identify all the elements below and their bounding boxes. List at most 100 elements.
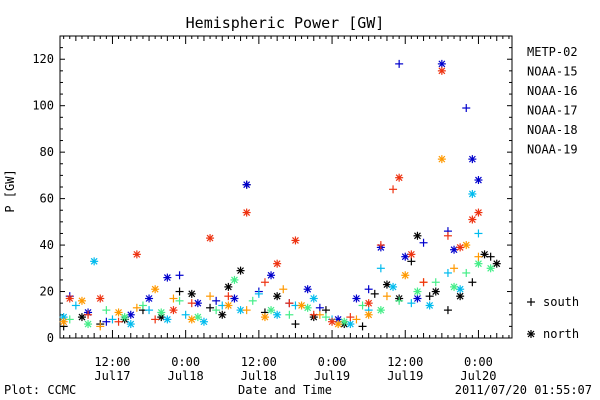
data-point-noaa-18 xyxy=(474,252,483,261)
data-point-noaa-15 xyxy=(145,294,154,303)
data-point-noaa-15 xyxy=(437,59,446,68)
data-point-noaa-17 xyxy=(138,301,147,310)
data-point-noaa-18 xyxy=(401,271,410,280)
data-point-noaa-17 xyxy=(450,282,459,291)
data-point-noaa-17 xyxy=(395,296,404,305)
data-point-noaa-19 xyxy=(443,231,452,240)
data-point-noaa-19 xyxy=(114,317,123,326)
data-point-noaa-15 xyxy=(352,294,361,303)
data-point-noaa-15 xyxy=(401,252,410,261)
data-point-noaa-16 xyxy=(346,320,355,329)
data-point-noaa-15 xyxy=(419,238,428,247)
x-tick-time-label: 12:00 xyxy=(241,355,277,369)
data-point-noaa-19 xyxy=(285,299,294,308)
data-point-noaa-16 xyxy=(181,310,190,319)
data-point-noaa-16 xyxy=(407,299,416,308)
data-point-noaa-16 xyxy=(199,317,208,326)
data-point-noaa-19 xyxy=(224,292,233,301)
data-point-noaa-19 xyxy=(273,259,282,268)
data-point-noaa-17 xyxy=(431,278,440,287)
data-point-noaa-18 xyxy=(450,264,459,273)
data-point-noaa-18 xyxy=(59,317,68,326)
x-tick-date-label: Jul19 xyxy=(387,369,423,383)
data-point-noaa-16 xyxy=(145,306,154,315)
data-point-noaa-18 xyxy=(114,308,123,317)
data-point-noaa-15 xyxy=(450,245,459,254)
y-tick-label: 0 xyxy=(47,331,54,345)
x-tick-time-label: 0:00 xyxy=(318,355,347,369)
data-point-noaa-19 xyxy=(456,243,465,252)
data-point-metp-02 xyxy=(218,310,227,319)
data-point-noaa-16 xyxy=(474,229,483,238)
data-point-noaa-18 xyxy=(437,155,446,164)
y-tick-label: 120 xyxy=(32,52,54,66)
data-point-metp-02 xyxy=(187,289,196,298)
data-point-metp-02 xyxy=(291,320,300,329)
data-point-noaa-19 xyxy=(132,250,141,259)
x-tick-date-label: Jul17 xyxy=(94,369,130,383)
data-point-noaa-17 xyxy=(267,306,276,315)
y-tick-label: 40 xyxy=(40,238,54,252)
marker-legend-label: south xyxy=(543,295,579,309)
data-point-noaa-18 xyxy=(382,292,391,301)
data-point-noaa-17 xyxy=(248,296,257,305)
footer-timestamp: 2011/07/20 01:55:07 xyxy=(455,383,592,397)
data-points xyxy=(59,59,501,331)
data-point-noaa-16 xyxy=(389,282,398,291)
data-point-noaa-17 xyxy=(157,308,166,317)
x-tick-date-label: Jul19 xyxy=(314,369,350,383)
data-point-noaa-18 xyxy=(169,294,178,303)
data-point-noaa-17 xyxy=(340,317,349,326)
data-point-noaa-17 xyxy=(84,320,93,329)
data-point-noaa-16 xyxy=(126,320,135,329)
data-point-noaa-19 xyxy=(346,313,355,322)
data-point-noaa-19 xyxy=(474,208,483,217)
data-point-metp-02 xyxy=(407,257,416,266)
data-point-noaa-19 xyxy=(169,306,178,315)
x-tick-time-label: 0:00 xyxy=(171,355,200,369)
data-point-noaa-17 xyxy=(486,264,495,273)
data-point-noaa-16 xyxy=(376,264,385,273)
data-point-noaa-16 xyxy=(90,257,99,266)
y-axis: 0 20 40 60 80 100 120 xyxy=(32,35,512,345)
footer-credit: Plot: CCMC xyxy=(4,383,76,397)
data-point-noaa-18 xyxy=(132,303,141,312)
legend-entry: NOAA-16 xyxy=(527,84,578,98)
data-point-metp-02 xyxy=(425,292,434,301)
data-point-metp-02 xyxy=(382,280,391,289)
data-point-metp-02 xyxy=(456,292,465,301)
legend-entry: METP-02 xyxy=(527,45,578,59)
legend-entry: NOAA-17 xyxy=(527,104,578,118)
data-point-noaa-18 xyxy=(334,320,343,329)
data-point-noaa-19 xyxy=(437,66,446,75)
data-point-metp-02 xyxy=(492,259,501,268)
data-point-noaa-15 xyxy=(126,310,135,319)
data-point-noaa-16 xyxy=(443,268,452,277)
data-point-noaa-18 xyxy=(364,310,373,319)
data-point-noaa-15 xyxy=(395,59,404,68)
marker-legend-symbol xyxy=(527,298,535,306)
data-point-metp-02 xyxy=(224,282,233,291)
data-point-noaa-18 xyxy=(242,306,251,315)
data-point-noaa-17 xyxy=(193,313,202,322)
data-point-metp-02 xyxy=(486,252,495,261)
data-point-noaa-19 xyxy=(395,173,404,182)
data-point-noaa-19 xyxy=(65,294,74,303)
data-point-noaa-17 xyxy=(120,313,129,322)
data-point-noaa-19 xyxy=(419,278,428,287)
data-point-noaa-16 xyxy=(254,289,263,298)
data-point-noaa-17 xyxy=(474,259,483,268)
data-point-noaa-19 xyxy=(309,310,318,319)
data-point-noaa-15 xyxy=(163,273,172,282)
data-point-noaa-17 xyxy=(65,315,74,324)
data-point-noaa-16 xyxy=(456,285,465,294)
x-tick-time-label: 12:00 xyxy=(94,355,130,369)
data-point-noaa-15 xyxy=(175,271,184,280)
data-point-metp-02 xyxy=(370,289,379,298)
data-point-noaa-16 xyxy=(468,189,477,198)
data-point-noaa-17 xyxy=(358,301,367,310)
x-tick-date-label: Jul20 xyxy=(460,369,496,383)
data-point-metp-02 xyxy=(443,306,452,315)
data-point-noaa-18 xyxy=(224,301,233,310)
data-point-noaa-18 xyxy=(279,285,288,294)
